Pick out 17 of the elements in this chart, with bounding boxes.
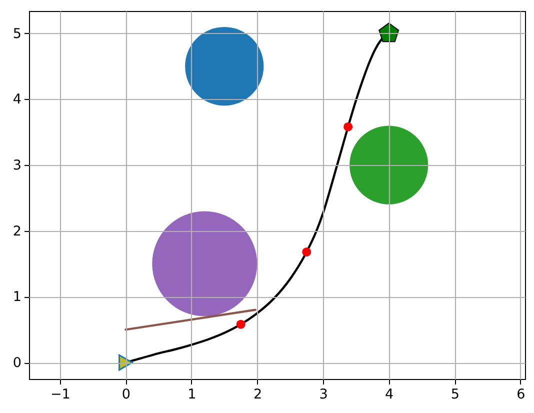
x-tick-label: −1 [50, 386, 70, 402]
point [302, 247, 312, 256]
x-tick-label: 2 [253, 386, 262, 402]
x-tick-label: 4 [385, 386, 394, 402]
y-tick-label: 5 [12, 26, 22, 42]
x-tick-label: 5 [450, 386, 460, 402]
x-tick-label: 0 [122, 386, 130, 402]
x-tick-label: 1 [188, 386, 196, 402]
y-tick-label: 4 [12, 92, 22, 108]
x-tick-label: 3 [319, 386, 328, 402]
y-tick-label: 3 [12, 158, 22, 174]
y-tick-label: 2 [12, 223, 22, 240]
point [344, 122, 353, 132]
y-tick-label: 0 [12, 355, 22, 372]
point [236, 320, 246, 329]
y-tick-label: 1 [12, 289, 22, 306]
x-tick-label: 6 [516, 386, 526, 402]
